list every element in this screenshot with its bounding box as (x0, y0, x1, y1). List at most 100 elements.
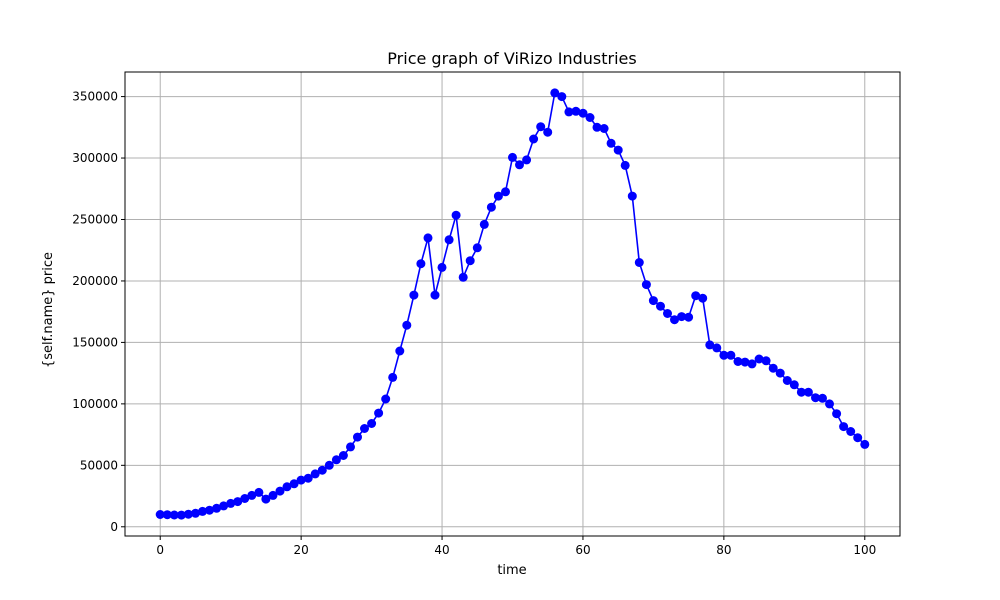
data-point (479, 219, 489, 229)
data-point (536, 122, 546, 132)
x-axis-label: time (497, 563, 526, 578)
data-point (247, 490, 257, 500)
data-point (818, 393, 827, 403)
data-point (846, 427, 856, 436)
data-point (592, 122, 602, 132)
data-point (599, 124, 609, 133)
data-point (691, 291, 701, 301)
data-point (522, 155, 532, 165)
data-point (198, 506, 207, 516)
data-point (508, 152, 517, 162)
data-point (663, 309, 672, 318)
data-point (409, 290, 419, 300)
y-tick-label: 100000 (72, 397, 118, 411)
y-axis-ticks: 0 50000 100000 150000 200000 250000 300000 3500… (72, 90, 125, 534)
data-point (437, 262, 447, 272)
data-point (705, 340, 715, 350)
y-axis-label: {self.name} price (41, 252, 56, 368)
chart-title: Price graph of ViRizo Industries (387, 49, 636, 68)
data-point (212, 503, 222, 513)
data-point (825, 399, 834, 409)
data-point (310, 469, 320, 479)
data-point (493, 191, 503, 201)
data-point (219, 501, 229, 511)
data-point (620, 160, 630, 170)
data-point (423, 233, 433, 243)
y-tick-label: 350000 (72, 90, 118, 104)
data-point (324, 460, 334, 470)
data-point (796, 387, 806, 397)
data-point (578, 108, 588, 118)
data-point (811, 393, 820, 403)
data-point (176, 510, 186, 520)
data-point (289, 479, 299, 489)
data-point (233, 497, 243, 507)
data-point (346, 442, 355, 452)
data-point (226, 498, 236, 508)
y-tick-label: 200000 (72, 274, 118, 288)
x-tick-label: 100 (853, 543, 876, 557)
data-point (360, 424, 369, 433)
data-point (451, 210, 461, 220)
data-point (656, 301, 665, 311)
data-point (677, 312, 687, 322)
data-point (782, 376, 792, 385)
data-point (331, 455, 341, 465)
data-point (529, 134, 539, 144)
data-point (465, 256, 475, 266)
data-point (162, 510, 172, 520)
x-tick-label: 60 (575, 543, 590, 557)
data-point (240, 494, 250, 503)
data-point (317, 465, 327, 475)
data-point (648, 296, 658, 306)
data-point (543, 127, 553, 137)
data-point (444, 235, 454, 245)
x-tick-label: 80 (716, 543, 731, 557)
data-point (338, 451, 348, 460)
x-tick-label: 20 (293, 543, 308, 557)
data-point (803, 387, 813, 397)
data-point (740, 357, 750, 367)
data-point (458, 272, 468, 282)
data-point (712, 343, 722, 353)
data-point (698, 293, 708, 303)
data-point (416, 259, 426, 269)
data-point (775, 368, 785, 378)
data-point (733, 357, 743, 366)
data-point (719, 350, 729, 360)
data-point (761, 356, 771, 366)
data-point (613, 145, 623, 155)
data-point (268, 490, 278, 500)
data-point (374, 408, 384, 418)
data-point (571, 106, 581, 116)
y-tick-label: 300000 (72, 151, 118, 165)
data-point (606, 138, 616, 148)
data-point (853, 433, 863, 443)
data-point (205, 505, 214, 515)
y-tick-label: 250000 (72, 212, 118, 226)
data-point (191, 508, 200, 518)
data-point (303, 473, 313, 483)
data-point (353, 432, 362, 442)
data-point (282, 482, 292, 492)
y-tick-label: 0 (110, 520, 118, 534)
data-point (169, 510, 179, 520)
data-point (860, 439, 870, 449)
y-tick-label: 50000 (80, 458, 118, 472)
data-point (472, 243, 482, 253)
data-point (627, 191, 637, 201)
data-point (747, 359, 757, 369)
gridlines (125, 72, 900, 536)
x-tick-label: 0 (156, 543, 164, 557)
x-axis-ticks: 0 20 40 60 80 100 (156, 536, 876, 557)
data-point (585, 113, 595, 122)
data-point (557, 92, 567, 102)
data-point (832, 409, 842, 419)
data-point (564, 107, 574, 117)
data-point (395, 346, 405, 356)
price-series (155, 88, 870, 520)
data-point (839, 422, 849, 432)
data-point (789, 380, 799, 390)
data-point (402, 320, 412, 330)
data-point (486, 202, 496, 212)
